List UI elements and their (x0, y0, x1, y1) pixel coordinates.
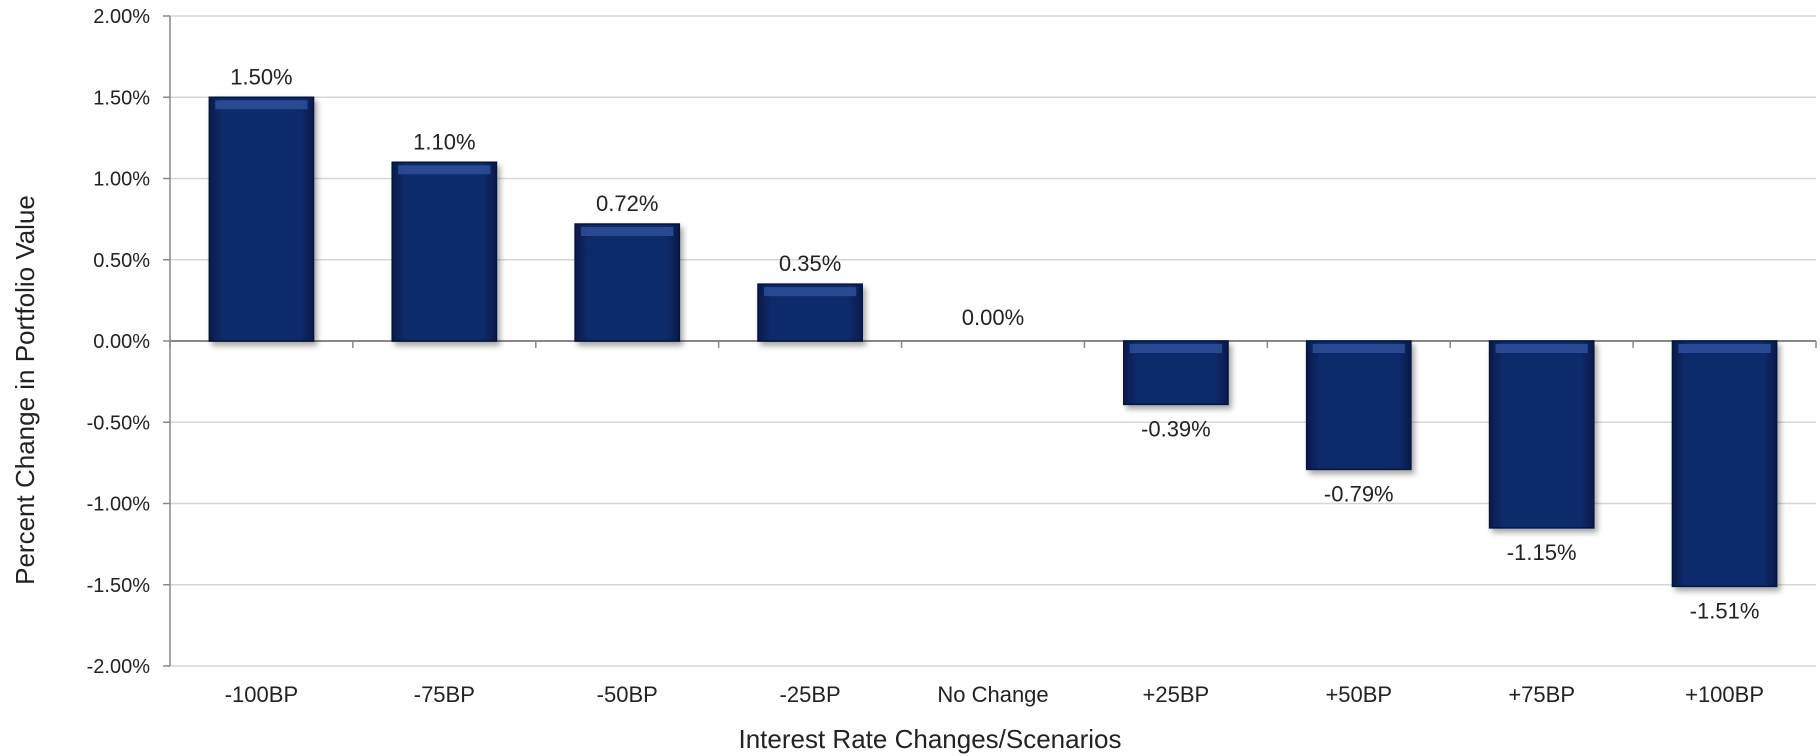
data-label: -1.51% (1690, 598, 1760, 623)
bar-body (1488, 340, 1595, 529)
bar-highlight (1312, 344, 1405, 353)
data-label: -0.79% (1324, 481, 1394, 506)
data-label: -0.39% (1141, 416, 1211, 441)
bar (1305, 340, 1412, 471)
y-tick-label: -2.00% (87, 656, 151, 678)
bar-highlight (1129, 344, 1223, 353)
bar-body (1305, 340, 1412, 471)
x-axis-title: Interest Rate Changes/Scenarios (739, 724, 1122, 754)
x-tick-label: -50BP (597, 682, 658, 707)
y-tick-label: 1.00% (93, 169, 150, 191)
bar (574, 223, 681, 342)
data-label: 0.72% (596, 191, 658, 216)
x-tick-label: No Change (937, 682, 1048, 707)
y-tick-label: 0.50% (93, 250, 150, 272)
x-tick-label: +50BP (1325, 682, 1392, 707)
x-tick-label: -100BP (225, 682, 298, 707)
axes: 2.00% 1.50% 1.00% 0.50% 0.00% -0.50% -1.00% -1.… (87, 6, 1817, 707)
bar-body (391, 161, 498, 342)
x-tick-label: +100BP (1685, 682, 1764, 707)
x-tick-label: -25BP (780, 682, 841, 707)
bar-highlight (1678, 344, 1771, 353)
x-tick-label: +75BP (1508, 682, 1575, 707)
y-tick-label: 2.00% (93, 6, 150, 28)
data-label: 1.50% (230, 64, 292, 89)
y-tick-label: 1.50% (93, 87, 150, 109)
bar (391, 161, 498, 342)
bar (1123, 340, 1229, 406)
x-tick-label: +25BP (1143, 682, 1210, 707)
data-label: 1.10% (413, 129, 475, 154)
bar (1488, 340, 1595, 529)
bars (208, 96, 1778, 588)
data-label: -1.15% (1507, 540, 1577, 565)
bar-body (574, 223, 681, 342)
bar-highlight (581, 227, 674, 236)
bar (208, 96, 315, 342)
y-axis-title: Percent Change in Portfolio Value (10, 195, 40, 585)
data-label: 0.35% (779, 251, 841, 276)
bar-highlight (763, 287, 857, 297)
data-label: 0.00% (962, 305, 1024, 330)
bar-highlight (1495, 344, 1588, 353)
bar-body (208, 96, 315, 342)
y-tick-label: -0.50% (87, 412, 151, 434)
y-tick-label: -1.50% (87, 575, 151, 597)
y-tick-label: -1.00% (87, 494, 151, 516)
bar-highlight (398, 165, 491, 175)
bar-body (1671, 340, 1778, 588)
x-tick-label: -75BP (414, 682, 475, 707)
bar-highlight (215, 100, 308, 110)
data-labels: 1.50% 1.10% 0.72% 0.35% 0.00% -0.39% -0.79% -1.… (230, 64, 1759, 623)
y-tick-label: 0.00% (93, 331, 150, 353)
bar (757, 283, 863, 342)
bar (1671, 340, 1778, 588)
